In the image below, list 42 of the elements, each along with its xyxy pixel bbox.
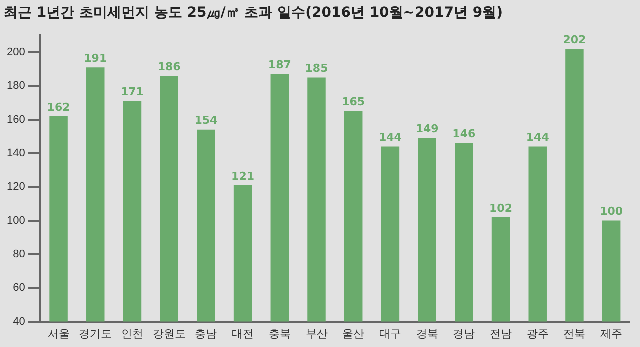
- data-label: 165: [342, 96, 366, 109]
- chart-title: 최근 1년간 초미세먼지 농도 25㎍/㎥ 초과 일수(2016년 10월~2017년 9월): [4, 4, 504, 22]
- x-tick-label: 서울: [48, 328, 70, 340]
- data-label: 144: [526, 131, 550, 144]
- data-label: 187: [268, 58, 292, 72]
- y-tick-label: 160: [6, 114, 26, 126]
- data-label: 185: [305, 62, 328, 76]
- data-label: 102: [490, 202, 512, 215]
- data-label: 162: [47, 100, 70, 114]
- data-label: 146: [452, 128, 476, 141]
- y-tick-label: 80: [13, 248, 26, 260]
- y-tick-label: 120: [6, 181, 26, 194]
- x-tick-label: 부산: [306, 328, 328, 340]
- y-tick-label: 100: [6, 214, 26, 227]
- y-tick-label: 40: [13, 316, 26, 328]
- x-tick-label: 광주: [526, 328, 549, 340]
- x-tick-label: 전북: [564, 328, 586, 340]
- x-tick-label: 대전: [232, 328, 254, 340]
- x-tick-label: 대구: [379, 328, 402, 340]
- y-tick-label: 200: [6, 46, 26, 58]
- x-tick-label: 충북: [268, 328, 291, 340]
- y-tick-label: 60: [13, 282, 26, 294]
- x-tick-label: 강원도: [152, 328, 186, 340]
- data-label: 154: [194, 114, 218, 128]
- x-tick-label: 제주: [600, 328, 623, 340]
- data-label: 121: [232, 170, 255, 183]
- y-tick-label: 140: [6, 147, 26, 160]
- data-label: 202: [563, 33, 586, 46]
- data-label: 191: [84, 52, 108, 65]
- data-label: 186: [158, 60, 182, 74]
- x-tick-label: 경남: [453, 328, 476, 340]
- data-label: 144: [378, 131, 402, 144]
- data-label: 149: [416, 122, 439, 136]
- data-label: 171: [121, 86, 144, 99]
- x-tick-label: 경북: [416, 328, 438, 340]
- x-tick-label: 전남: [490, 328, 512, 340]
- x-tick-label: 울산: [342, 328, 365, 340]
- x-tick-label: 경기도: [79, 328, 112, 340]
- data-label: 100: [600, 205, 624, 218]
- x-tick-label: 충남: [195, 328, 218, 340]
- x-tick-label: 인천: [121, 328, 144, 340]
- y-tick-label: 180: [6, 80, 26, 92]
